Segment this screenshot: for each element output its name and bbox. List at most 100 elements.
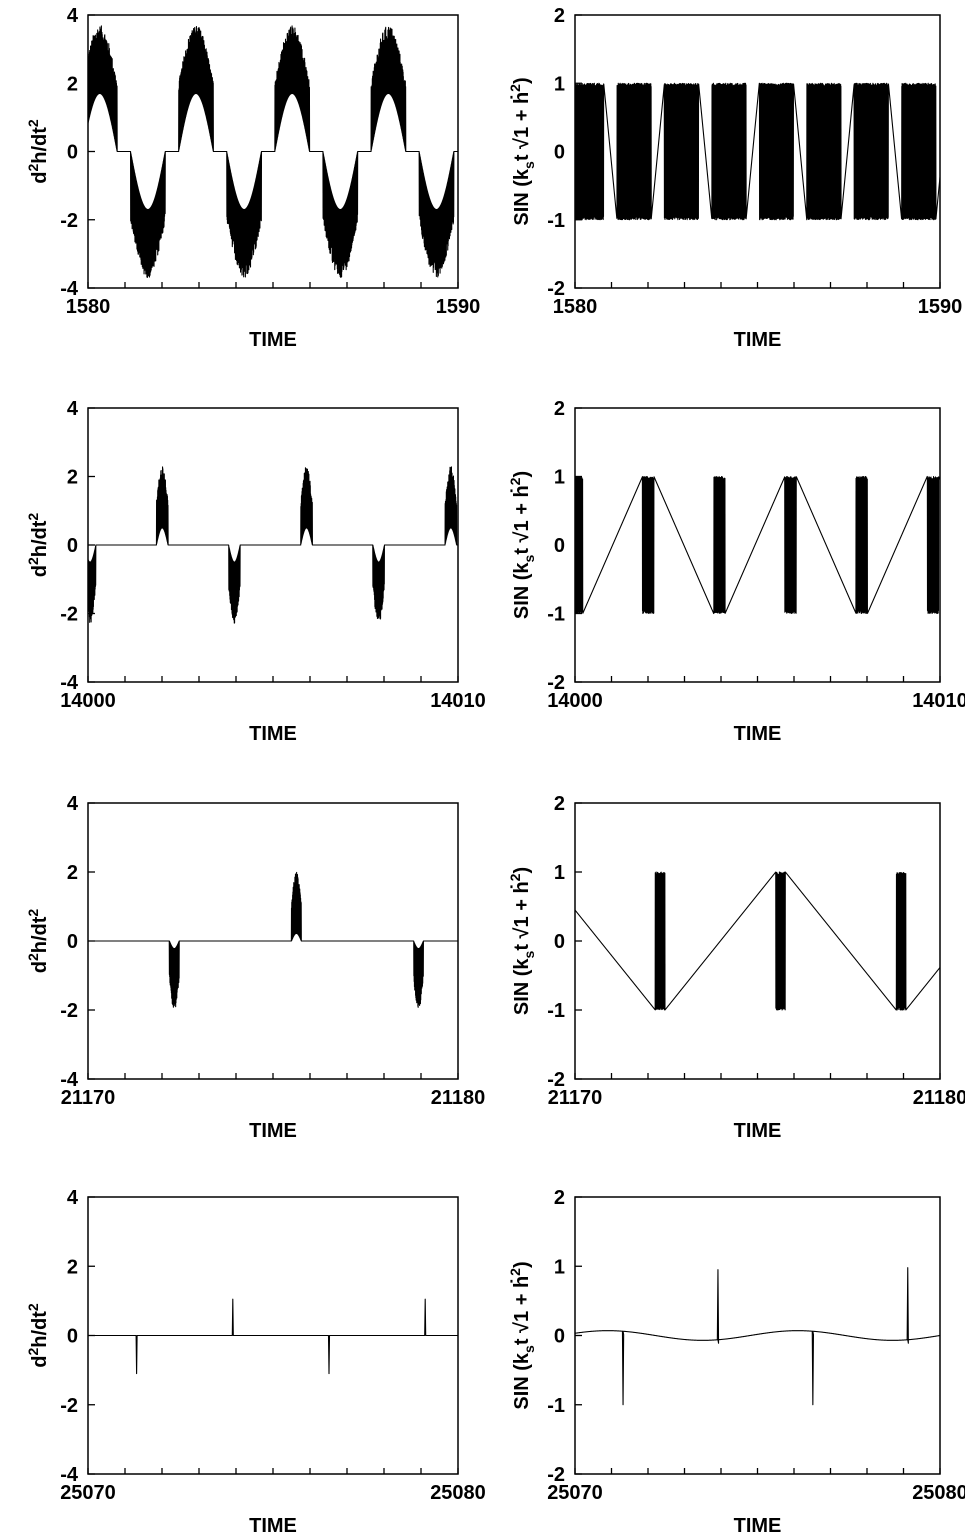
x-axis-title: TIME [249, 329, 297, 351]
left-trace [88, 1298, 458, 1375]
y-tick-label: -2 [60, 1395, 78, 1417]
plot-frame [574, 802, 941, 1080]
y-tick-label: -2 [547, 672, 565, 694]
y-tick-label: 2 [67, 862, 78, 884]
x-axis-title: TIME [249, 723, 297, 745]
x-axis-title: TIME [249, 1120, 297, 1142]
y-tick-label: -2 [60, 1000, 78, 1022]
y-tick-label: 4 [67, 5, 79, 27]
y-tick-label: -2 [547, 1464, 565, 1486]
trace-group [88, 25, 458, 278]
y-tick-label: 2 [554, 5, 565, 27]
y-tick-label: 1 [554, 73, 565, 95]
x-tick-label: 25070 [547, 1482, 603, 1504]
x-axis-title: TIME [734, 1515, 782, 1537]
y-axis-title-right: SIN (kst √1 + ḣ2) [507, 471, 537, 619]
y-axis-title-left: d2h/dt2 [25, 119, 51, 184]
trace-group [575, 871, 940, 1011]
y-tick-label: -4 [60, 1069, 79, 1091]
y-tick-label: 2 [67, 1256, 78, 1278]
panel-1-left: -4 -2 0 2 4 1580 1590 TIME d2h/dt2 [25, 5, 480, 351]
y-tick-label: 4 [67, 793, 79, 815]
panel-2-right: -2 -1 0 1 2 14000 14010 TIME SIN (kst √1 + ḣ2) [507, 398, 965, 745]
plot-frame [574, 1196, 941, 1475]
y-axis-title-right: SIN (kst √1 + ḣ2) [507, 867, 537, 1015]
y-tick-label: 0 [67, 535, 78, 557]
x-tick-label: 14010 [430, 690, 486, 712]
y-tick-label: -2 [60, 210, 78, 232]
panel-4-right: -2 -1 0 1 2 25070 25080 TIME SIN (kst √1 + ḣ2) [507, 1187, 965, 1537]
y-tick-label: -1 [547, 1000, 565, 1022]
y-tick-label: -1 [547, 1395, 565, 1417]
y-tick-label: 1 [554, 862, 565, 884]
y-tick-label: 2 [554, 1187, 565, 1209]
trace-group [575, 475, 940, 615]
y-tick-label: -4 [60, 672, 79, 694]
panel-2-left: -4 -2 0 2 4 14000 14010 TIME d2h/dt2 [25, 398, 486, 745]
right-trace [575, 871, 940, 1011]
y-tick-label: 0 [554, 535, 565, 557]
y-tick-label: -2 [547, 278, 565, 300]
left-trace [88, 466, 458, 624]
x-tick-label: 1590 [436, 296, 481, 318]
y-tick-label: 2 [67, 73, 78, 95]
panel-1-right: -2 -1 0 1 2 1580 1590 TIME SIN (kst √1 + ḣ2) [507, 5, 962, 351]
plot-frame [574, 407, 941, 683]
y-tick-label: 4 [67, 1187, 79, 1209]
right-trace [575, 82, 940, 221]
y-tick-label: -4 [60, 278, 79, 300]
y-tick-label: 0 [554, 1326, 565, 1348]
right-trace [575, 475, 940, 615]
y-tick-label: 1 [554, 1256, 565, 1278]
x-tick-label: 1580 [553, 296, 598, 318]
panel-3-right: -2 -1 0 1 2 21170 21180 TIME SIN (kst √1 + ḣ2) [507, 793, 965, 1142]
y-axis-title-right: SIN (kst √1 + ḣ2) [507, 1261, 537, 1409]
y-tick-label: -2 [60, 604, 78, 626]
left-trace [88, 25, 458, 278]
x-tick-label: 21180 [431, 1087, 486, 1109]
x-tick-label: 25070 [60, 1482, 116, 1504]
y-tick-label: 2 [554, 398, 565, 420]
y-tick-label: 2 [67, 467, 78, 489]
y-tick-label: 0 [67, 1326, 78, 1348]
x-tick-label: 14000 [547, 690, 603, 712]
y-tick-label: -1 [547, 604, 565, 626]
y-tick-label: 0 [67, 142, 78, 164]
y-tick-label: 0 [67, 931, 78, 953]
y-tick-label: 0 [554, 931, 565, 953]
right-trace [575, 1267, 940, 1406]
x-tick-label: 21170 [61, 1087, 116, 1109]
trace-group [88, 466, 458, 624]
y-tick-label: -2 [547, 1069, 565, 1091]
y-tick-label: -1 [547, 210, 565, 232]
y-axis-title-left: d2h/dt2 [25, 513, 51, 578]
y-tick-label: 0 [554, 142, 565, 164]
trace-group [575, 82, 940, 221]
x-tick-label: 1590 [918, 296, 963, 318]
y-tick-label: 2 [554, 793, 565, 815]
x-tick-label: 1580 [66, 296, 111, 318]
trace-group [88, 1298, 458, 1375]
y-axis-title-left: d2h/dt2 [25, 909, 51, 974]
x-tick-label: 14000 [60, 690, 116, 712]
y-axis-title-left: d2h/dt2 [25, 1303, 51, 1368]
x-axis-title: TIME [734, 1120, 782, 1142]
x-axis-title: TIME [734, 723, 782, 745]
y-tick-label: 1 [554, 467, 565, 489]
panel-4-left: -4 -2 0 2 4 25070 25080 TIME d2h/dt2 [25, 1187, 486, 1537]
x-tick-label: 21170 [548, 1087, 603, 1109]
y-axis-title-right: SIN (kst √1 + ḣ2) [507, 77, 537, 225]
x-axis-title: TIME [249, 1515, 297, 1537]
panel-3-left: -4 -2 0 2 4 21170 21180 TIME d2h/dt2 [25, 793, 485, 1142]
trace-group [575, 1267, 940, 1406]
x-tick-label: 21180 [913, 1087, 965, 1109]
trace-group [88, 871, 458, 1008]
x-tick-label: 14010 [912, 690, 965, 712]
left-trace [88, 871, 458, 1008]
y-tick-label: -4 [60, 1464, 79, 1486]
x-tick-label: 25080 [912, 1482, 965, 1504]
x-tick-label: 25080 [430, 1482, 486, 1504]
x-axis-title: TIME [734, 329, 782, 351]
y-tick-label: 4 [67, 398, 79, 420]
